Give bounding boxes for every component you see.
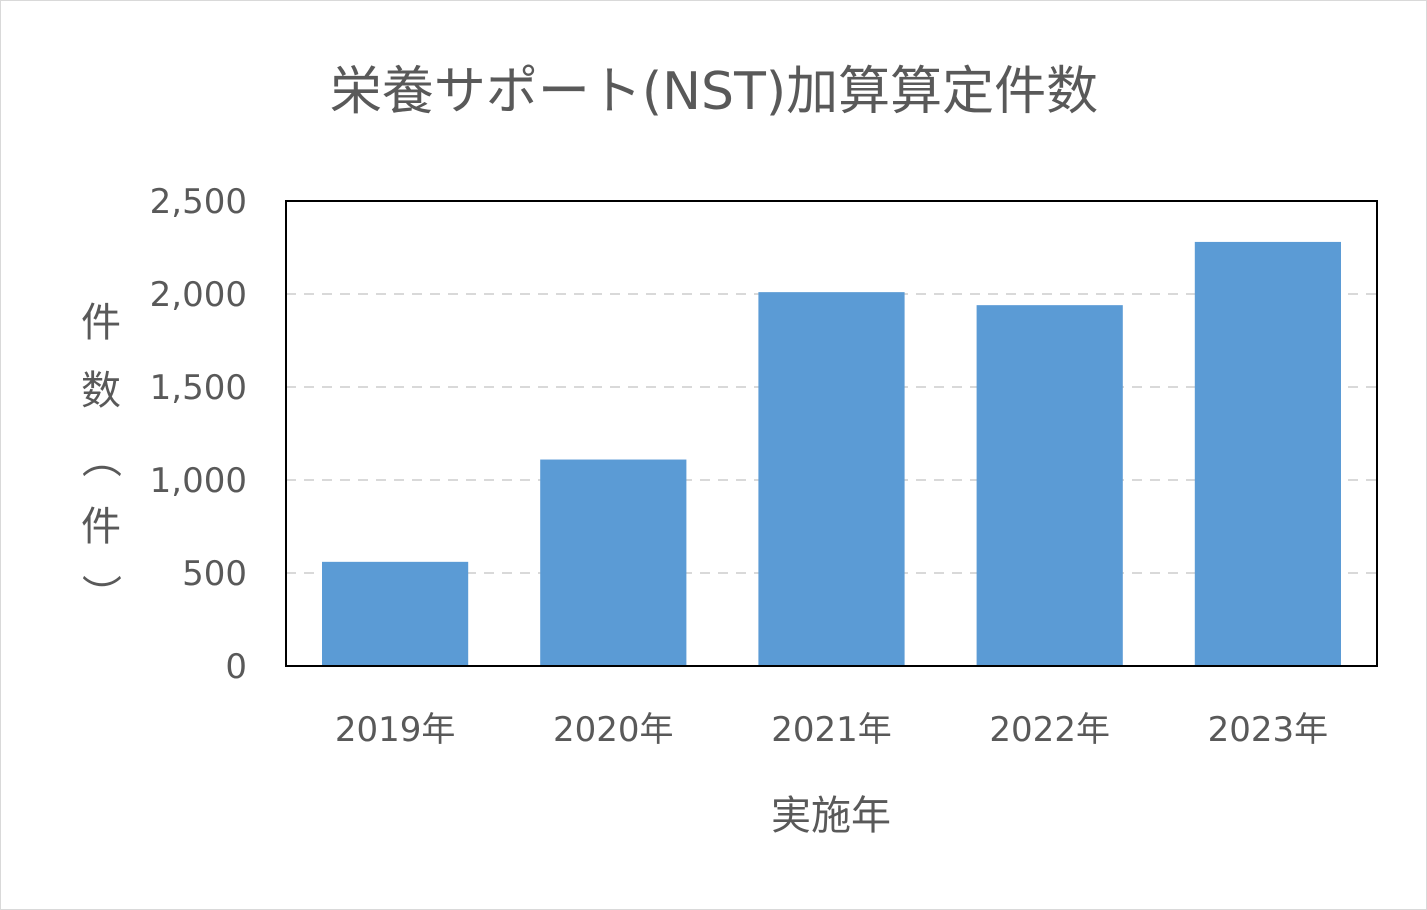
y-axis-title-char: 件 xyxy=(81,300,121,346)
chart-title: 栄養サポート(NST)加算算定件数 xyxy=(330,62,1098,122)
y-tick-label: 1,500 xyxy=(150,368,247,408)
y-axis-title-char: 件 xyxy=(81,504,121,550)
bar-2021年 xyxy=(758,292,905,666)
y-axis-ticks: 0 500 1,000 1,500 2,000 2,500 xyxy=(150,182,247,687)
y-axis-title-char: （ xyxy=(77,438,123,478)
bar-2020年 xyxy=(540,459,687,666)
y-tick-label: 1,000 xyxy=(150,461,247,501)
plot-area-border xyxy=(285,200,1378,667)
x-tick-label: 2023年 xyxy=(1208,710,1329,750)
y-tick-label: 0 xyxy=(225,647,247,687)
x-tick-label: 2021年 xyxy=(771,710,892,750)
x-tick-label: 2019年 xyxy=(335,710,456,750)
bars xyxy=(322,241,1341,667)
y-tick-label: 2,000 xyxy=(150,275,247,315)
y-axis-title: 件数（件） xyxy=(77,300,123,614)
bar-2023年 xyxy=(1194,241,1341,667)
y-axis-title-char: 数 xyxy=(81,368,121,414)
bar-2022年 xyxy=(976,305,1123,666)
x-tick-label: 2022年 xyxy=(989,710,1110,750)
y-axis-title-char: ） xyxy=(77,574,123,614)
y-tick-label: 500 xyxy=(182,554,247,594)
x-axis-ticks: 2019年 2020年 2021年 2022年 2023年 xyxy=(335,710,1328,750)
bar-2019年 xyxy=(322,561,469,666)
x-tick-label: 2020年 xyxy=(553,710,674,750)
x-axis-title: 実施年 xyxy=(771,793,891,839)
y-tick-label: 2,500 xyxy=(150,182,247,222)
